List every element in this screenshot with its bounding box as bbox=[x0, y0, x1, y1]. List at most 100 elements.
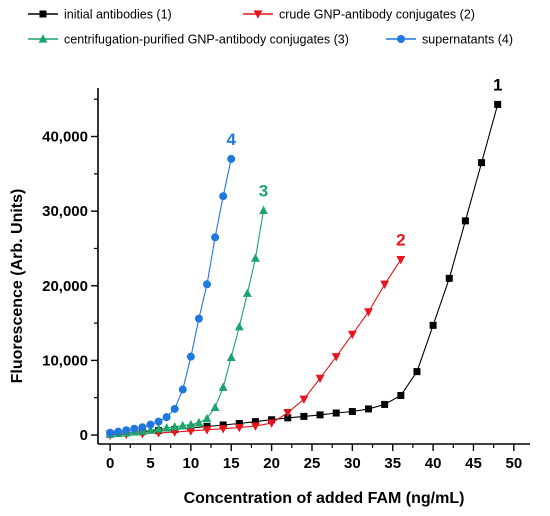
data-point bbox=[170, 422, 180, 431]
series-3-line bbox=[110, 210, 265, 435]
series-2 bbox=[105, 256, 406, 440]
x-tick-label: 20 bbox=[263, 455, 280, 472]
data-point bbox=[429, 321, 437, 329]
data-point bbox=[162, 413, 171, 422]
data-point bbox=[186, 427, 196, 436]
legend-marker bbox=[397, 35, 405, 43]
data-point bbox=[364, 308, 373, 317]
legend-item-1: initial antibodies (1) bbox=[28, 8, 172, 22]
curve-label-4: 4 bbox=[226, 130, 236, 149]
data-point bbox=[283, 409, 293, 418]
y-tick-label: 40,000 bbox=[42, 129, 88, 146]
x-tick-label: 0 bbox=[106, 455, 114, 472]
data-point bbox=[178, 385, 187, 394]
x-tick-label: 25 bbox=[304, 455, 321, 472]
legend-label: centrifugation-purified GNP-antibody con… bbox=[64, 33, 349, 47]
data-point bbox=[146, 420, 155, 429]
data-point bbox=[284, 414, 292, 422]
data-point bbox=[114, 427, 123, 436]
legend: initial antibodies (1) crude GNP-antibody… bbox=[28, 8, 513, 47]
data-point bbox=[186, 352, 195, 361]
data-point bbox=[234, 423, 244, 433]
data-point bbox=[227, 154, 236, 163]
series-1-line bbox=[110, 104, 499, 435]
data-point bbox=[170, 428, 180, 437]
data-point bbox=[154, 417, 163, 426]
x-tick-label: 35 bbox=[384, 455, 401, 472]
y-tick-label: 0 bbox=[80, 427, 88, 444]
data-point bbox=[162, 423, 172, 432]
x-tick-label: 30 bbox=[344, 455, 361, 472]
data-point bbox=[186, 419, 196, 429]
data-point bbox=[203, 280, 212, 289]
data-point bbox=[461, 217, 469, 225]
legend-marker bbox=[39, 10, 47, 18]
data-point bbox=[106, 428, 115, 437]
series-4 bbox=[106, 154, 236, 437]
data-point bbox=[331, 353, 341, 362]
data-point bbox=[219, 421, 227, 429]
legend-marker bbox=[38, 34, 48, 43]
data-point bbox=[202, 413, 212, 423]
data-point bbox=[219, 192, 228, 201]
axes: 0 5 10 15 20 25 30 35 40 45 50 0 10,000 20,000 30,000 4… bbox=[9, 88, 530, 507]
data-point bbox=[445, 274, 453, 282]
data-point bbox=[299, 395, 309, 405]
series-layer bbox=[105, 100, 502, 440]
data-point bbox=[154, 424, 163, 433]
data-point bbox=[267, 419, 277, 428]
data-point bbox=[242, 288, 252, 297]
data-point bbox=[348, 408, 356, 416]
data-point bbox=[251, 253, 260, 262]
data-point bbox=[210, 402, 220, 412]
data-point bbox=[347, 330, 357, 340]
data-point bbox=[251, 418, 259, 426]
legend-label: supernatants (4) bbox=[422, 33, 513, 47]
x-tick-label: 40 bbox=[425, 455, 442, 472]
data-point bbox=[494, 100, 502, 108]
data-point bbox=[138, 423, 147, 432]
legend-item-2: crude GNP-antibody conjugates (2) bbox=[243, 8, 475, 22]
data-point bbox=[146, 425, 155, 434]
data-point bbox=[381, 400, 389, 408]
data-point bbox=[234, 322, 244, 331]
data-point bbox=[259, 205, 268, 214]
data-point bbox=[122, 426, 131, 435]
data-point bbox=[218, 382, 228, 391]
x-tick-label: 45 bbox=[465, 455, 482, 472]
series-4-line bbox=[110, 158, 232, 434]
data-point bbox=[365, 405, 373, 413]
data-point bbox=[397, 391, 405, 399]
curve-label-3: 3 bbox=[259, 181, 268, 200]
legend-label: crude GNP-antibody conjugates (2) bbox=[279, 8, 475, 22]
data-point bbox=[194, 314, 203, 323]
annotations: 1 2 3 4 bbox=[226, 75, 502, 249]
x-tick-label: 5 bbox=[146, 455, 154, 472]
x-tick-label: 50 bbox=[506, 455, 523, 472]
y-tick-label: 10,000 bbox=[42, 352, 88, 369]
series-2-line bbox=[110, 259, 402, 436]
data-point bbox=[130, 424, 139, 433]
x-tick-label: 15 bbox=[223, 455, 240, 472]
curve-label-2: 2 bbox=[396, 231, 405, 250]
legend-marker bbox=[253, 10, 263, 19]
series-1 bbox=[106, 100, 502, 438]
data-point bbox=[316, 411, 324, 419]
data-point bbox=[413, 368, 421, 376]
data-point bbox=[202, 426, 212, 435]
data-point bbox=[235, 419, 243, 427]
curve-label-1: 1 bbox=[493, 75, 502, 94]
legend-item-3: centrifugation-purified GNP-antibody con… bbox=[28, 33, 349, 47]
data-point bbox=[178, 420, 188, 430]
x-axis-title: Concentration of added FAM (ng/mL) bbox=[184, 490, 465, 507]
series-3 bbox=[105, 205, 268, 438]
data-point bbox=[170, 404, 179, 413]
data-point bbox=[478, 159, 486, 167]
data-point bbox=[315, 374, 325, 384]
legend-label: initial antibodies (1) bbox=[64, 8, 172, 22]
x-tick-label: 10 bbox=[183, 455, 200, 472]
y-tick-label: 20,000 bbox=[42, 278, 88, 295]
data-point bbox=[251, 422, 260, 431]
legend-item-4: supernatants (4) bbox=[386, 33, 513, 47]
